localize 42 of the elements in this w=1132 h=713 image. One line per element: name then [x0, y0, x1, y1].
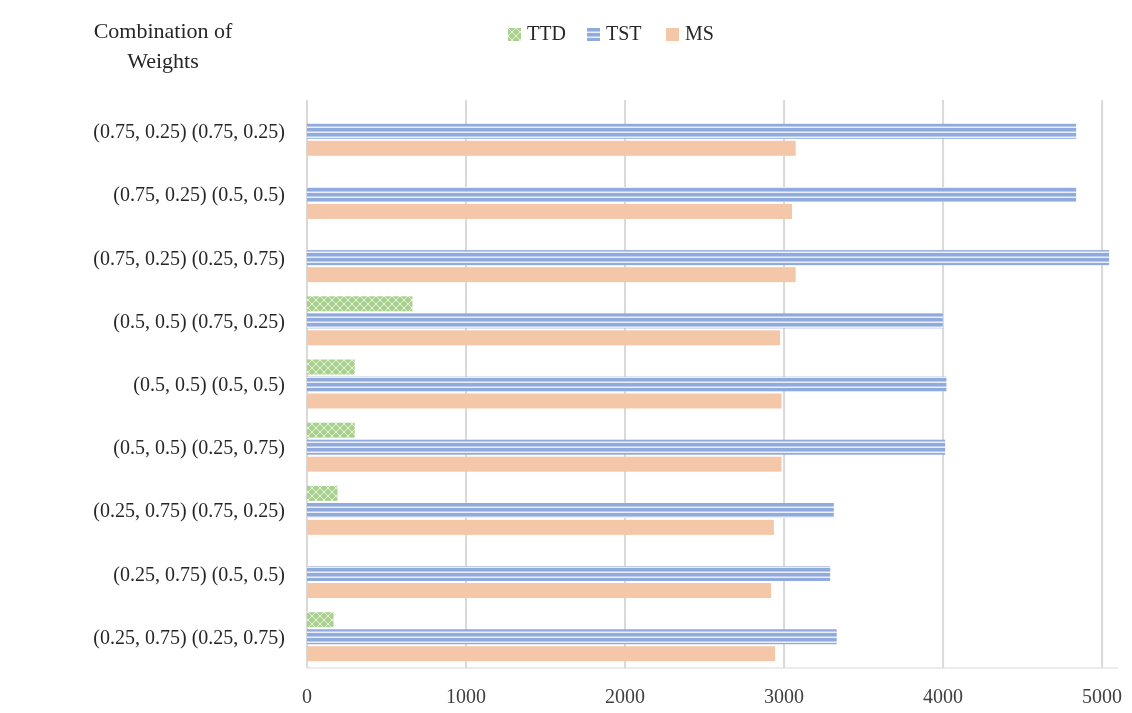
x-tick-label: 0 [302, 685, 312, 707]
bar [307, 267, 796, 283]
y-tick-label: (0.25, 0.75) (0.25, 0.75) [93, 625, 285, 649]
bar [307, 566, 831, 582]
bar [307, 140, 796, 156]
bar [307, 296, 413, 312]
y-tick-label: (0.75, 0.25) (0.25, 0.75) [93, 246, 285, 270]
y-tick-label: (0.75, 0.25) (0.75, 0.25) [93, 120, 285, 144]
bar [307, 502, 834, 518]
bar [307, 519, 774, 535]
y-tick-label: (0.25, 0.75) (0.5, 0.5) [113, 562, 285, 586]
x-tick-label: 5000 [1082, 685, 1123, 707]
bar [307, 422, 355, 438]
bar [307, 313, 943, 329]
bar [307, 612, 334, 628]
x-tick-label: 1000 [446, 685, 487, 707]
bar [307, 439, 946, 455]
bar [307, 629, 837, 645]
y-tick-label: (0.25, 0.75) (0.75, 0.25) [93, 499, 285, 523]
bar [307, 646, 776, 662]
bar [307, 456, 782, 472]
legend-label: TST [606, 22, 642, 44]
legend-label: TTD [527, 22, 566, 44]
bar [307, 203, 793, 219]
bar [307, 393, 782, 409]
bar [307, 250, 1110, 266]
x-tick-label: 4000 [923, 685, 964, 707]
bar [307, 485, 338, 501]
bar [307, 123, 1077, 139]
legend-label: MS [685, 22, 714, 44]
y-tick-label: (0.5, 0.5) (0.5, 0.5) [133, 373, 285, 396]
y-tick-label: (0.75, 0.25) (0.5, 0.5) [113, 183, 285, 207]
bar [307, 583, 772, 599]
y-axis-title: Combination of Weights [93, 18, 234, 73]
bar [307, 186, 1077, 202]
x-tick-label: 3000 [764, 685, 805, 707]
bar [307, 330, 781, 346]
bar [307, 376, 947, 392]
bar [307, 359, 355, 375]
x-tick-label: 2000 [605, 685, 646, 707]
y-tick-label: (0.5, 0.5) (0.75, 0.25) [113, 309, 285, 333]
y-tick-label: (0.5, 0.5) (0.25, 0.75) [113, 436, 285, 460]
